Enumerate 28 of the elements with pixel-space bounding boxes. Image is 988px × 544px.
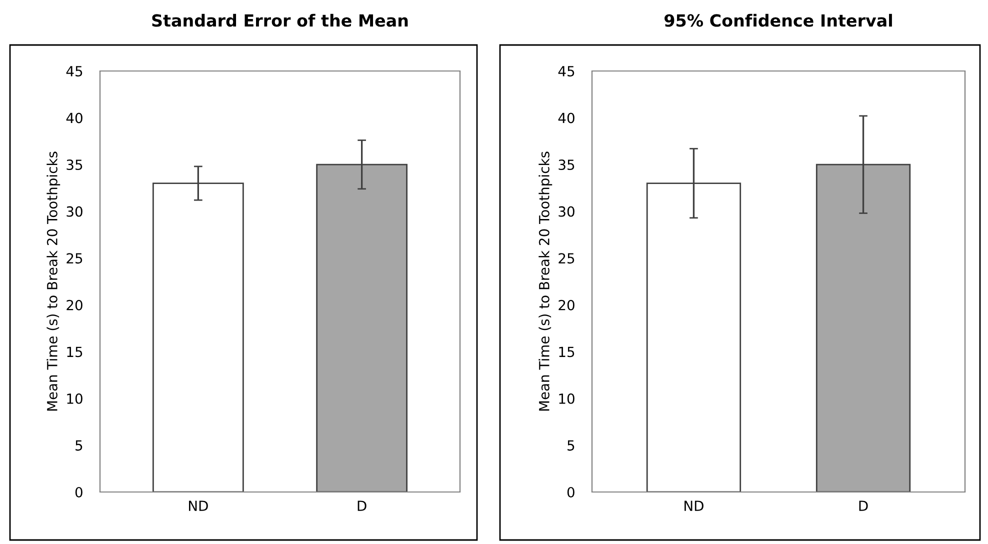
y-tick-label: 30 — [66, 206, 82, 217]
y-tick-label: 45 — [66, 66, 82, 76]
x-tick-label: ND — [684, 500, 704, 511]
y-tick-label: 5 — [76, 440, 82, 451]
y-tick-label: 20 — [558, 300, 574, 310]
y-tick-label: 15 — [559, 346, 574, 358]
y-tick-label: 25 — [66, 253, 82, 264]
y-tick-label: 40 — [66, 112, 82, 124]
y-tick-label: 25 — [558, 253, 574, 264]
chart-title: 95% Confidence Interval — [664, 14, 892, 27]
x-tick-label: D — [859, 500, 868, 511]
y-tick-label: 45 — [558, 66, 574, 76]
y-tick-label: 0 — [567, 486, 574, 498]
y-tick-label: 35 — [66, 160, 82, 170]
y-tick-label: 10 — [67, 393, 82, 404]
x-tick-label: ND — [189, 500, 208, 511]
x-tick-label: D — [358, 500, 366, 511]
y-tick-label: 15 — [67, 346, 82, 358]
y-tick-label: 10 — [559, 393, 574, 404]
y-axis-title: Mean Time (s) to Break 20 Toothpicks — [46, 152, 60, 411]
y-tick-label: 0 — [75, 486, 82, 498]
y-tick-label: 35 — [558, 160, 574, 170]
y-tick-label: 40 — [558, 112, 574, 124]
y-tick-label: 20 — [66, 300, 82, 310]
y-axis-title: Mean Time (s) to Break 20 Toothpicks — [538, 152, 552, 411]
y-tick-label: 5 — [568, 440, 574, 451]
chart-title: Standard Error of the Mean — [152, 14, 408, 27]
y-tick-label: 30 — [558, 206, 574, 217]
